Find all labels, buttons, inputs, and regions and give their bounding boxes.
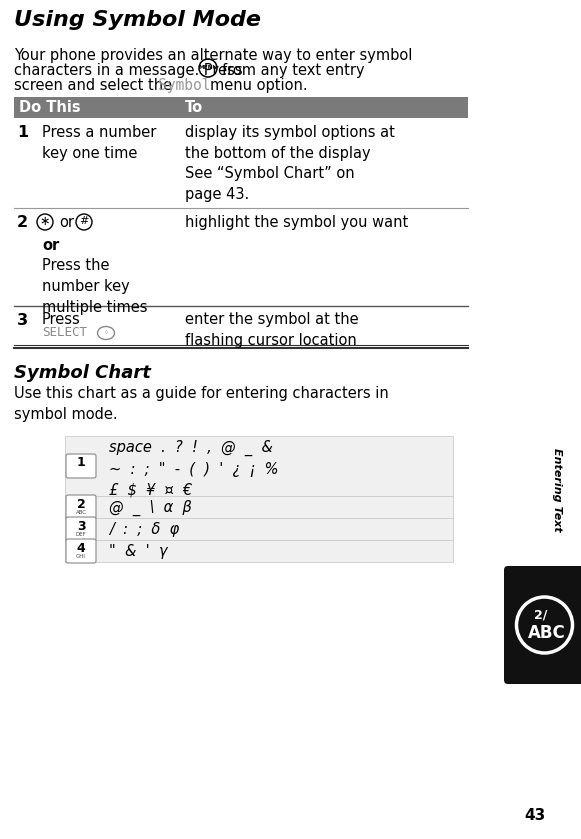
FancyBboxPatch shape [14, 97, 468, 118]
FancyBboxPatch shape [65, 496, 453, 518]
FancyBboxPatch shape [66, 495, 96, 519]
Text: 43: 43 [525, 808, 546, 823]
Text: #: # [80, 216, 89, 227]
Text: display its symbol options at
the bottom of the display: display its symbol options at the bottom… [185, 125, 395, 161]
Text: Press: Press [42, 312, 81, 327]
Text: Using Symbol Mode: Using Symbol Mode [14, 10, 261, 30]
Text: ◦: ◦ [103, 329, 109, 337]
FancyBboxPatch shape [66, 517, 96, 541]
Text: @  _  \  α  β: @ _ \ α β [109, 500, 192, 516]
Text: characters in a message. Press: characters in a message. Press [14, 63, 243, 78]
Text: 2/: 2/ [534, 608, 547, 622]
Text: space  .  ?  !  ,  @  _  &
~  :  ;  "  -  (  )  '  ¿  ¡  %
£  $  ¥  ¤  €: space . ? ! , @ _ & ~ : ; " - ( ) ' ¿ ¡ … [109, 440, 278, 497]
Text: ∗: ∗ [40, 215, 50, 228]
Text: Press a number
key one time: Press a number key one time [42, 125, 156, 161]
Text: ABC: ABC [528, 624, 565, 642]
Text: SELECT: SELECT [42, 326, 87, 339]
Text: GHI: GHI [76, 555, 86, 560]
Text: Symbol Chart: Symbol Chart [14, 364, 151, 382]
FancyBboxPatch shape [65, 436, 453, 496]
Text: menu option.: menu option. [210, 78, 307, 93]
Text: "  &  '  γ: " & ' γ [109, 544, 167, 559]
Text: Press the
number key
multiple times: Press the number key multiple times [42, 258, 148, 315]
FancyBboxPatch shape [66, 454, 96, 478]
Text: Symbol: Symbol [158, 78, 210, 93]
Text: /  :  ;  δ  φ: / : ; δ φ [109, 522, 180, 537]
Text: To: To [185, 100, 203, 115]
Text: screen and select the: screen and select the [14, 78, 172, 93]
Text: Use this chart as a guide for entering characters in
symbol mode.: Use this chart as a guide for entering c… [14, 386, 389, 422]
Text: from any text entry: from any text entry [222, 63, 365, 78]
Text: 3: 3 [77, 519, 85, 533]
Text: 1: 1 [77, 456, 85, 470]
Text: ABC: ABC [76, 510, 87, 515]
FancyBboxPatch shape [65, 540, 453, 562]
Text: 1: 1 [17, 125, 28, 140]
Text: MENU: MENU [198, 65, 218, 70]
Text: or: or [42, 238, 59, 253]
Text: DEF: DEF [76, 533, 87, 538]
Text: highlight the symbol you want: highlight the symbol you want [185, 215, 408, 230]
Text: 4: 4 [77, 541, 85, 555]
Text: enter the symbol at the
flashing cursor location: enter the symbol at the flashing cursor … [185, 312, 358, 348]
FancyBboxPatch shape [504, 566, 581, 684]
FancyBboxPatch shape [65, 518, 453, 540]
FancyBboxPatch shape [66, 539, 96, 563]
Text: 2: 2 [17, 215, 28, 230]
Text: Your phone provides an alternate way to enter symbol: Your phone provides an alternate way to … [14, 48, 413, 63]
Text: 2: 2 [77, 498, 85, 510]
Text: Entering Text: Entering Text [552, 448, 562, 532]
Text: or: or [59, 215, 74, 230]
Text: Do This: Do This [19, 100, 81, 115]
Text: See “Symbol Chart” on
page 43.: See “Symbol Chart” on page 43. [185, 166, 354, 202]
Text: 3: 3 [17, 313, 28, 328]
